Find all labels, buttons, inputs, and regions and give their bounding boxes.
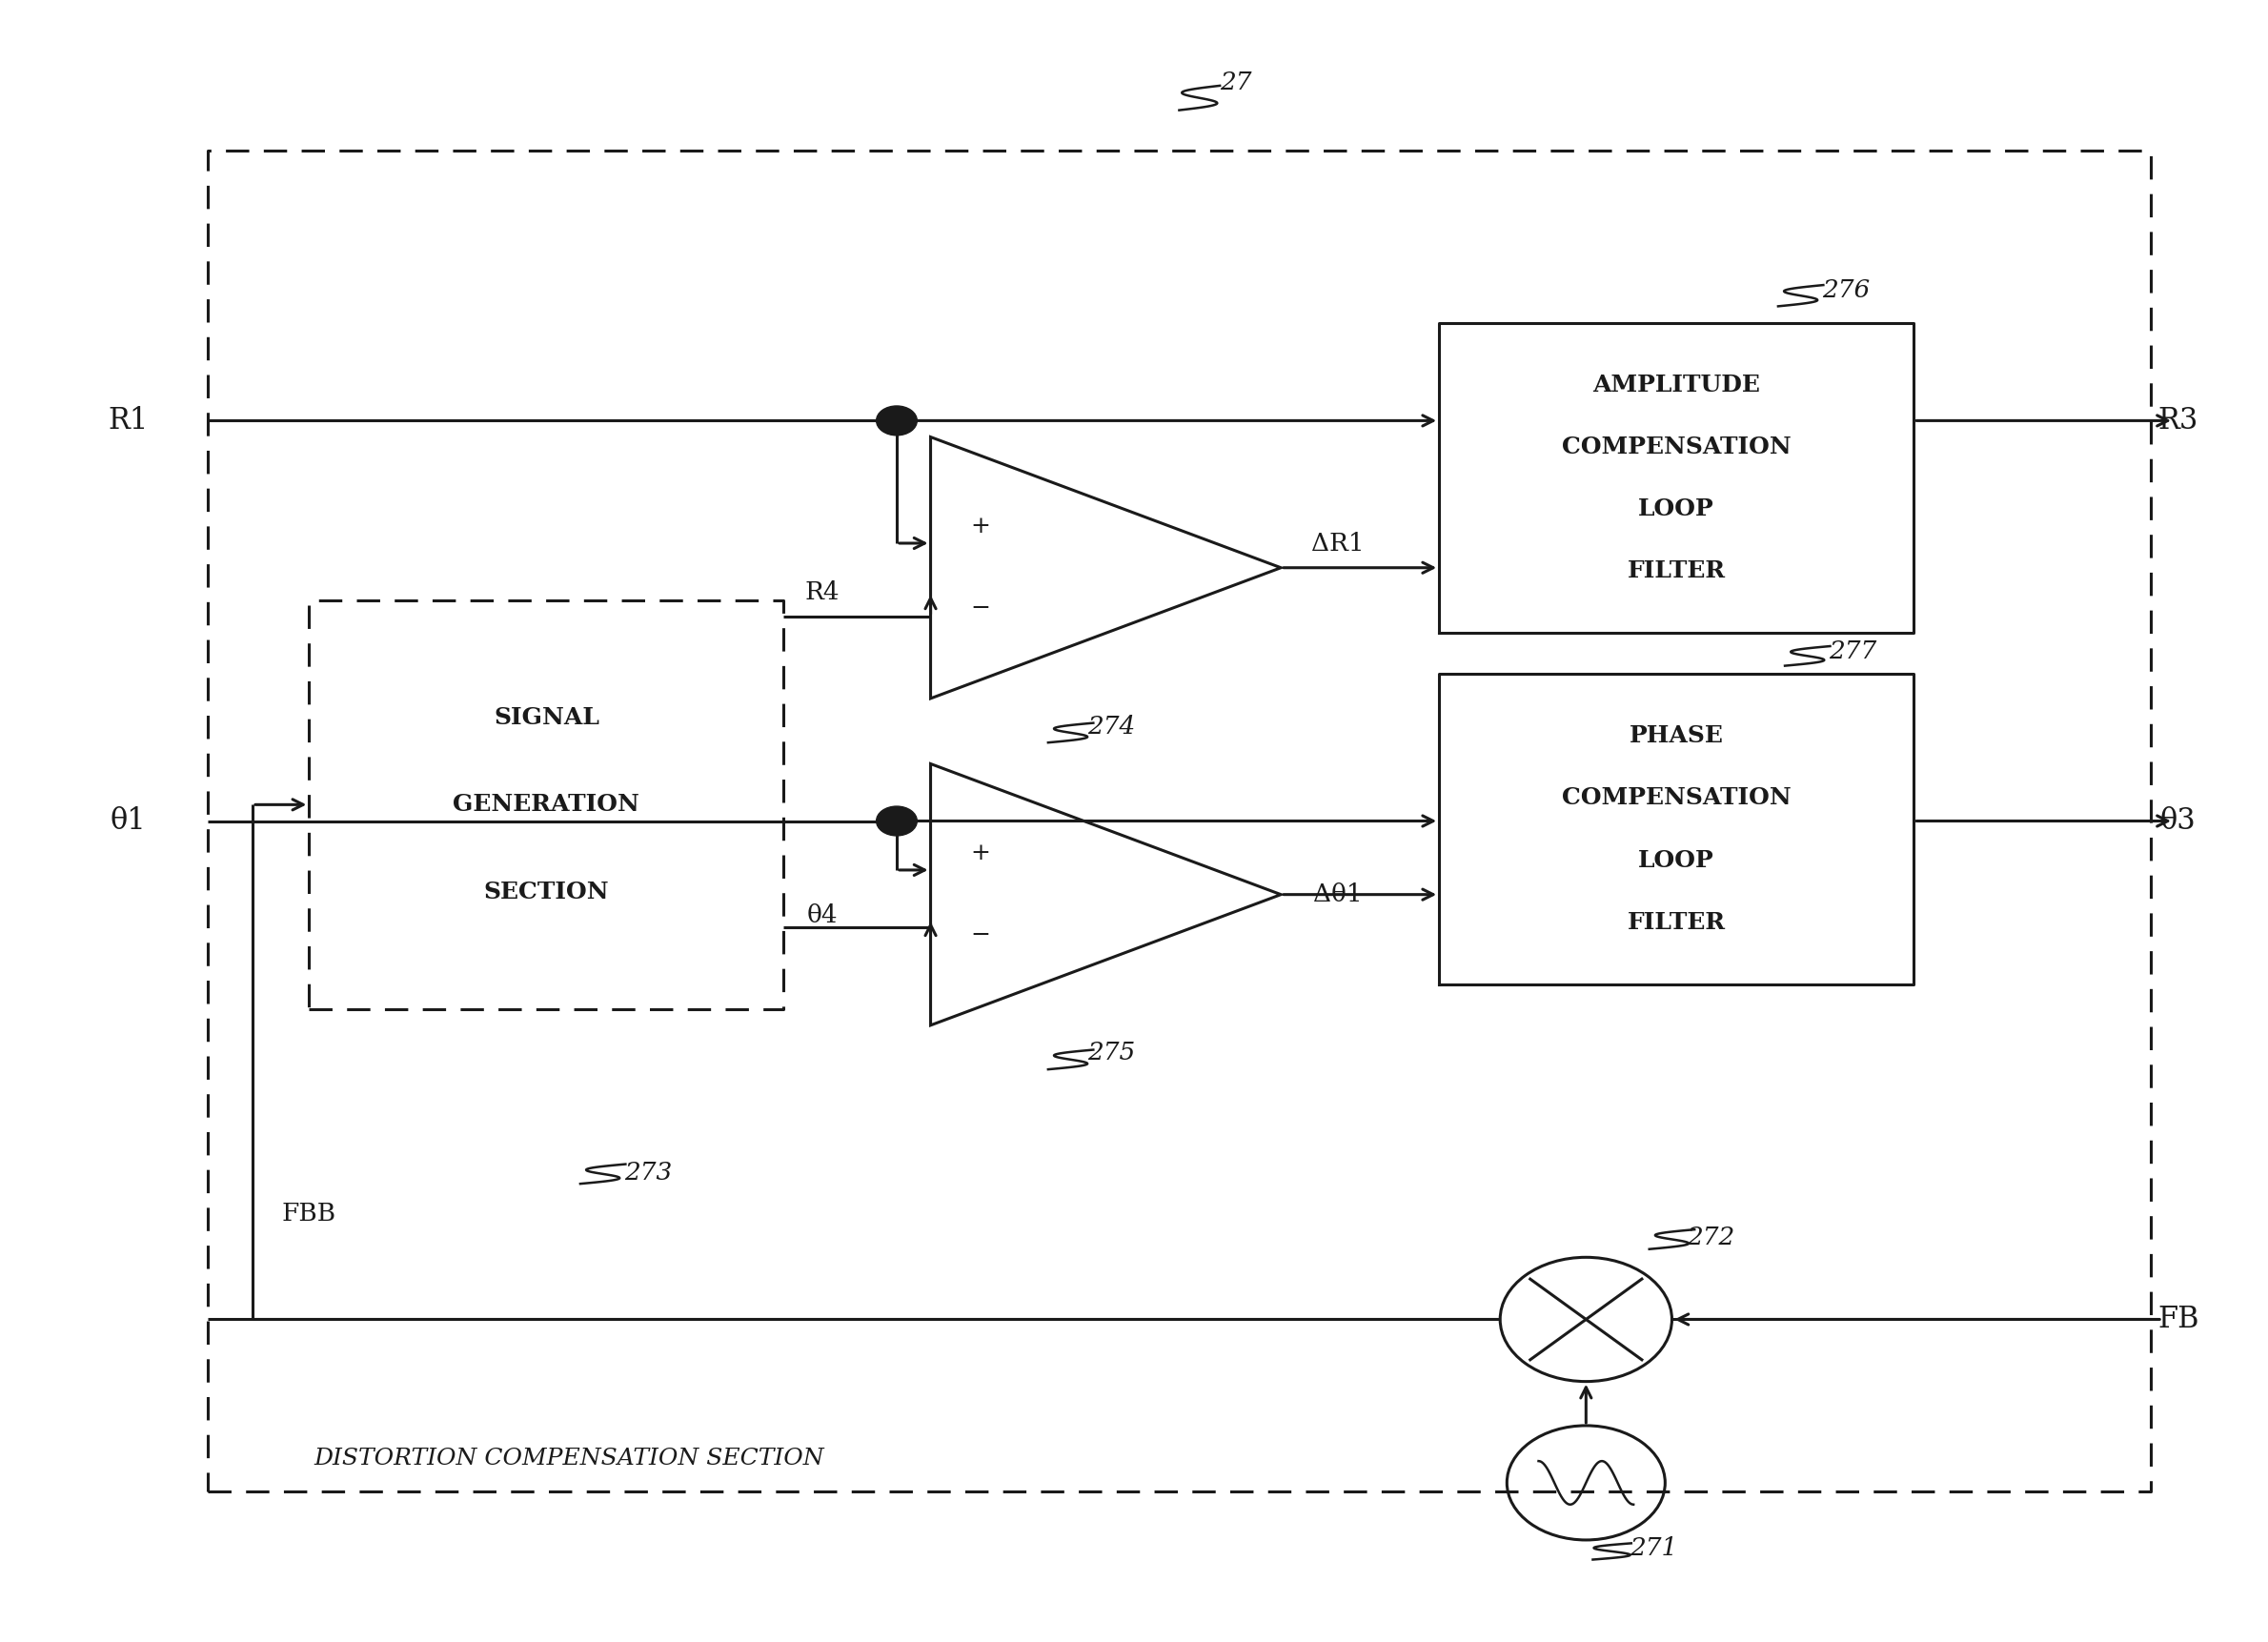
Text: COMPENSATION: COMPENSATION [1563,435,1792,458]
Text: θ1: θ1 [111,806,145,836]
Text: −: − [971,924,991,946]
Text: 275: 275 [1086,1041,1136,1066]
Text: 274: 274 [1086,714,1136,739]
Text: R4: R4 [805,580,839,604]
Text: R3: R3 [2157,406,2198,435]
Text: SIGNAL: SIGNAL [494,706,599,729]
Text: GENERATION: GENERATION [454,793,640,816]
Circle shape [875,406,916,435]
Text: LOOP: LOOP [1637,498,1715,521]
Text: AMPLITUDE: AMPLITUDE [1592,373,1760,396]
Text: R1: R1 [109,406,147,435]
Text: PHASE: PHASE [1628,724,1724,747]
Text: 27: 27 [1220,71,1252,94]
Text: θ3: θ3 [2159,806,2195,836]
Text: +: + [971,516,991,539]
Text: LOOP: LOOP [1637,849,1715,872]
Text: FBB: FBB [281,1202,336,1225]
Text: −: − [971,598,991,619]
Text: Δθ1: Δθ1 [1313,883,1363,906]
Text: SECTION: SECTION [483,880,610,903]
Text: DISTORTION COMPENSATION SECTION: DISTORTION COMPENSATION SECTION [313,1447,823,1470]
Text: 271: 271 [1631,1537,1678,1560]
Text: 273: 273 [624,1161,671,1184]
Text: 276: 276 [1821,277,1869,302]
Circle shape [875,806,916,836]
Text: FB: FB [2157,1305,2200,1335]
Text: COMPENSATION: COMPENSATION [1563,787,1792,810]
Text: 272: 272 [1687,1227,1735,1250]
Text: FILTER: FILTER [1626,911,1726,934]
Text: θ4: θ4 [807,903,837,928]
Text: ΔR1: ΔR1 [1311,532,1363,555]
Text: +: + [971,842,991,865]
Text: 277: 277 [1828,639,1876,663]
Text: FILTER: FILTER [1626,560,1726,583]
